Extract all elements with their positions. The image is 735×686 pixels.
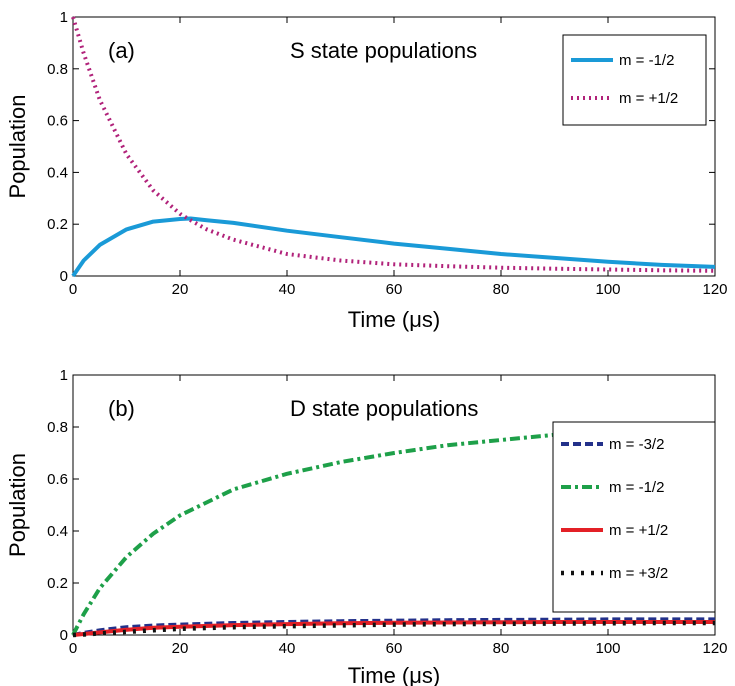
legend: m = -1/2 m = +1/2 (562, 34, 707, 126)
y-tick-label: 0.4 (47, 523, 68, 540)
x-tick-label: 60 (386, 640, 403, 657)
x-tick-label: 0 (69, 640, 77, 657)
legend-label: m = +1/2 (609, 522, 668, 539)
x-tick-label: 80 (493, 640, 510, 657)
y-tick-label: 0.6 (47, 113, 68, 130)
y-tick-label: 0 (60, 268, 68, 285)
y-tick-label: 0.8 (47, 61, 68, 78)
x-tick-label: 80 (493, 281, 510, 298)
legend-label: m = -1/2 (619, 52, 674, 69)
y-tick-label: 0.2 (47, 575, 68, 592)
x-tick-label: 100 (595, 281, 620, 298)
x-tick-label: 20 (172, 640, 189, 657)
legend-label: m = +3/2 (609, 565, 668, 582)
legend-box (562, 34, 707, 126)
x-tick-label: 20 (172, 281, 189, 298)
legend-label: m = -3/2 (609, 436, 664, 453)
series-line-1 (71, 216, 716, 278)
series-line-4 (72, 620, 715, 638)
y-axis-label: Population (5, 95, 30, 199)
panel-label: (a) (108, 38, 135, 63)
legend-label: m = -1/2 (609, 479, 664, 496)
legend-box (552, 421, 716, 613)
x-tick-label: 120 (702, 640, 727, 657)
y-tick-label: 0.2 (47, 216, 68, 233)
y-tick-label: 0 (60, 627, 68, 644)
x-tick-label: 120 (702, 281, 727, 298)
y-axis-label: Population (5, 453, 30, 557)
x-axis-label: Time (μs) (348, 307, 441, 332)
y-tick-label: 1 (60, 367, 68, 384)
chart-panel-b: 0 20 40 60 80 100 120 0 0.2 0.4 0.6 0.8 1 (b) D state … (5, 367, 728, 686)
y-tick-label: 0.8 (47, 419, 68, 436)
x-tick-label: 0 (69, 281, 77, 298)
x-tick-label: 40 (279, 281, 296, 298)
panel-label: (b) (108, 396, 135, 421)
y-tick-label: 0.6 (47, 471, 68, 488)
x-tick-label: 40 (279, 640, 296, 657)
series-line-2 (71, 425, 716, 636)
legend-label: m = +1/2 (619, 90, 678, 107)
panel-title: D state populations (290, 396, 478, 421)
panel-title: S state populations (290, 38, 477, 63)
x-axis-label: Time (μs) (348, 663, 441, 686)
x-tick-label: 60 (386, 281, 403, 298)
chart-panel-a: 0 20 40 60 80 100 120 0 0.2 0.4 0.6 0.8 1 (a) S state … (5, 9, 728, 332)
y-tick-label: 1 (60, 9, 68, 26)
y-tick-label: 0.4 (47, 164, 68, 181)
legend: m = -3/2 m = -1/2 m = +1/2 m = +3/2 (552, 421, 716, 613)
x-tick-label: 100 (595, 640, 620, 657)
